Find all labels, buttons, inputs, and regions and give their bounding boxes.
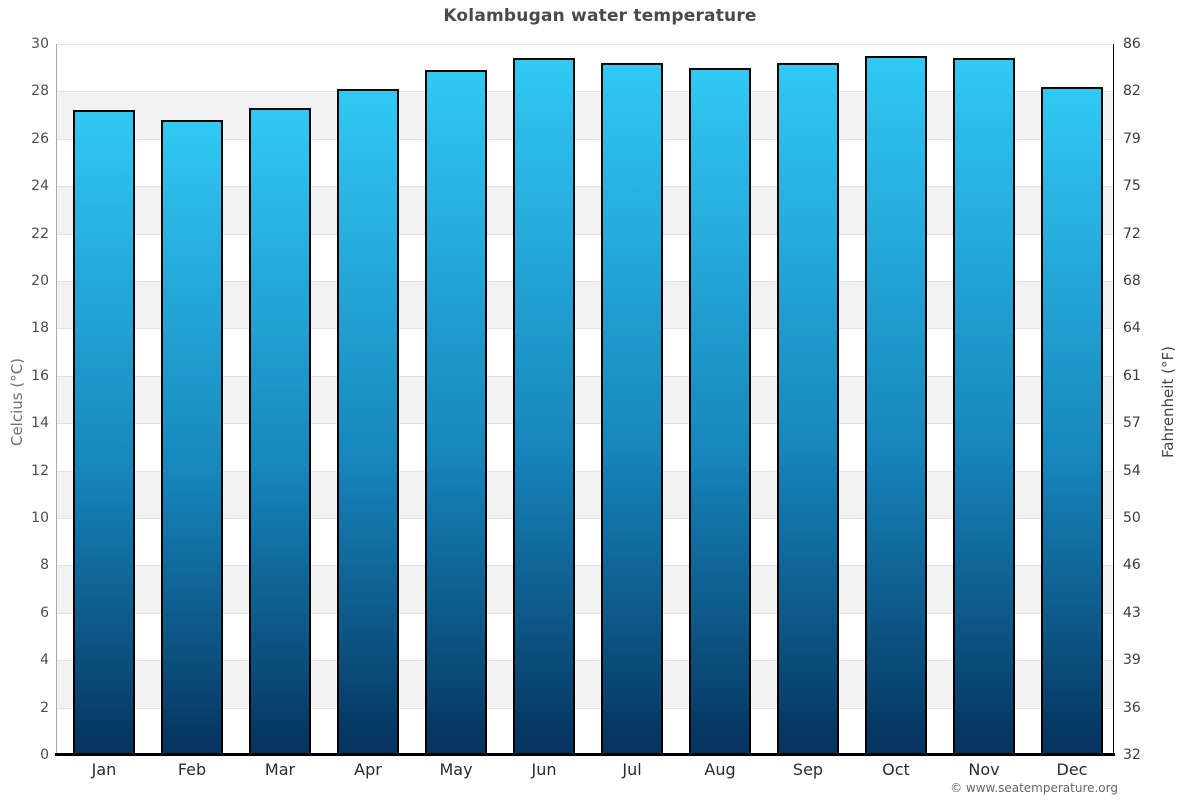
bar-sep bbox=[777, 62, 839, 755]
month-label-apr: Apr bbox=[354, 760, 382, 779]
bar-dec bbox=[1041, 86, 1103, 755]
fahrenheit-tick-32: 32 bbox=[1123, 747, 1141, 763]
grid-band bbox=[57, 186, 1113, 234]
celsius-tick-22: 22 bbox=[31, 225, 49, 242]
grid-band bbox=[57, 138, 1113, 187]
fahrenheit-tick-86: 86 bbox=[1123, 36, 1141, 52]
fahrenheit-tick-36: 36 bbox=[1123, 699, 1141, 716]
month-label-jan: Jan bbox=[91, 760, 117, 779]
fahrenheit-axis-title: Fahrenheit (°F) bbox=[1159, 346, 1177, 458]
celsius-tick-20: 20 bbox=[31, 273, 49, 289]
left-axis-line bbox=[56, 44, 57, 755]
grid-band bbox=[57, 565, 1113, 613]
fahrenheit-tick-50: 50 bbox=[1123, 510, 1141, 526]
fahrenheit-tick-64: 64 bbox=[1123, 320, 1141, 337]
fahrenheit-tick-75: 75 bbox=[1123, 178, 1141, 195]
fahrenheit-tick-82: 82 bbox=[1123, 83, 1141, 100]
grid-band bbox=[57, 44, 1113, 92]
month-label-oct: Oct bbox=[882, 760, 910, 779]
bar-mar bbox=[249, 108, 311, 755]
grid-band bbox=[57, 281, 1113, 329]
bar-jun bbox=[513, 58, 575, 755]
bar-jan bbox=[73, 110, 135, 755]
month-label-nov: Nov bbox=[968, 760, 1000, 779]
month-label-jul: Jul bbox=[622, 760, 642, 779]
bar-nov bbox=[953, 58, 1015, 755]
plot-area bbox=[57, 44, 1113, 755]
month-label-aug: Aug bbox=[704, 760, 736, 779]
celsius-tick-14: 14 bbox=[31, 415, 49, 432]
month-label-jun: Jun bbox=[531, 760, 557, 779]
celsius-tick-30: 30 bbox=[31, 36, 49, 52]
x-axis-line bbox=[55, 753, 1115, 756]
grid-band bbox=[57, 91, 1113, 139]
celsius-tick-4: 4 bbox=[40, 652, 49, 669]
month-label-mar: Mar bbox=[264, 760, 296, 779]
fahrenheit-tick-61: 61 bbox=[1123, 367, 1141, 384]
celsius-tick-6: 6 bbox=[40, 604, 49, 621]
celsius-tick-12: 12 bbox=[31, 462, 49, 479]
celsius-tick-28: 28 bbox=[31, 83, 49, 100]
celsius-tick-10: 10 bbox=[31, 510, 49, 526]
chart-title: Kolambugan water temperature bbox=[443, 6, 757, 26]
fahrenheit-tick-43: 43 bbox=[1123, 604, 1141, 621]
celsius-axis-title: Celcius (°C) bbox=[8, 357, 26, 447]
right-axis-line bbox=[1113, 44, 1114, 755]
celsius-tick-18: 18 bbox=[31, 320, 49, 337]
grid-band bbox=[57, 612, 1113, 661]
watermark-link[interactable]: © www.seatemperature.org bbox=[950, 781, 1118, 795]
celsius-tick-16: 16 bbox=[31, 367, 49, 384]
bar-aug bbox=[689, 67, 751, 755]
month-label-sep: Sep bbox=[792, 760, 824, 779]
celsius-tick-0: 0 bbox=[40, 747, 49, 763]
grid-band bbox=[57, 707, 1113, 755]
bar-feb bbox=[161, 119, 223, 755]
fahrenheit-tick-72: 72 bbox=[1123, 225, 1141, 242]
month-label-may: May bbox=[439, 760, 473, 779]
grid-band bbox=[57, 233, 1113, 281]
grid-band bbox=[57, 660, 1113, 708]
celsius-tick-2: 2 bbox=[40, 699, 49, 716]
fahrenheit-tick-54: 54 bbox=[1123, 462, 1141, 479]
bar-oct bbox=[865, 55, 927, 755]
grid-band bbox=[57, 423, 1113, 471]
fahrenheit-tick-68: 68 bbox=[1123, 273, 1141, 289]
celsius-tick-26: 26 bbox=[31, 130, 49, 147]
celsius-tick-24: 24 bbox=[31, 178, 49, 195]
month-label-feb: Feb bbox=[177, 760, 207, 779]
grid-band bbox=[57, 470, 1113, 518]
grid-band bbox=[57, 518, 1113, 566]
fahrenheit-tick-46: 46 bbox=[1123, 557, 1141, 574]
month-label-dec: Dec bbox=[1056, 760, 1088, 779]
fahrenheit-tick-39: 39 bbox=[1123, 652, 1141, 669]
bar-jul bbox=[601, 62, 663, 755]
celsius-tick-8: 8 bbox=[40, 557, 49, 574]
fahrenheit-tick-79: 79 bbox=[1123, 130, 1141, 147]
grid-band bbox=[57, 328, 1113, 376]
bar-may bbox=[425, 70, 487, 755]
grid-band bbox=[57, 375, 1113, 424]
fahrenheit-tick-57: 57 bbox=[1123, 415, 1141, 432]
bar-apr bbox=[337, 89, 399, 755]
